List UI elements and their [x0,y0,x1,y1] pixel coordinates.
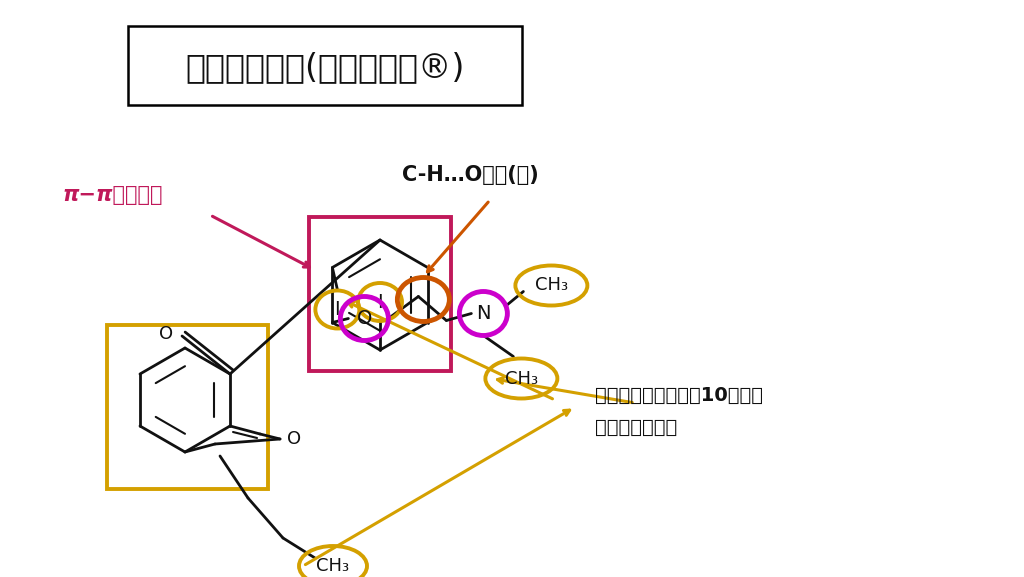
Text: I: I [377,293,383,312]
Text: CH₃: CH₃ [535,276,568,294]
Text: O: O [159,325,173,343]
Text: N: N [476,304,490,323]
Text: C-H…O結合(弱): C-H…O結合(弱) [401,165,539,185]
Text: CH₃: CH₃ [505,369,538,388]
Text: O: O [356,309,372,328]
Text: CH₃: CH₃ [316,557,349,575]
Text: O: O [287,430,301,448]
Text: π−π相互作用: π−π相互作用 [62,185,163,205]
Text: 疏水性相互作用: 疏水性相互作用 [595,418,677,436]
Text: I: I [335,300,340,319]
Text: アミオダロン(アンカロン®): アミオダロン(アンカロン®) [185,51,465,84]
FancyBboxPatch shape [128,26,522,105]
Text: 分子全体でアミノ配10残基と: 分子全体でアミノ配10残基と [595,385,763,404]
